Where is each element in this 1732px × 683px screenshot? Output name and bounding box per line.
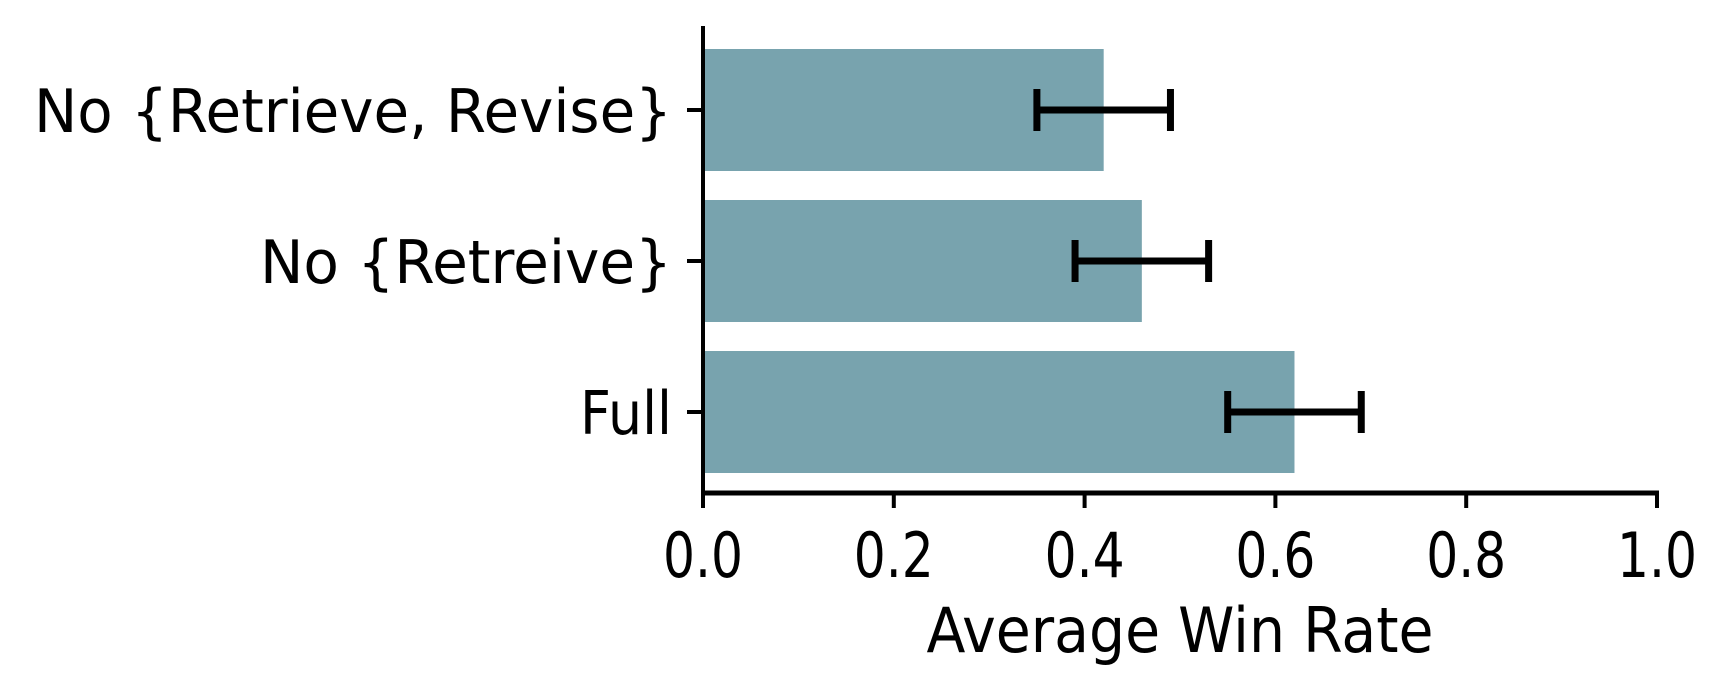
x-axis-title: Average Win Rate <box>927 594 1434 667</box>
y-tick-label: No {Retrieve, Revise} <box>34 77 672 147</box>
x-tick-label: 0.2 <box>854 519 934 592</box>
x-tick-label: 0.0 <box>663 519 743 592</box>
y-tick-label: Full <box>580 379 672 449</box>
bar <box>703 351 1295 473</box>
x-tick-label: 0.4 <box>1045 519 1125 592</box>
y-tick-label: No {Retreive} <box>260 228 672 298</box>
bar <box>703 200 1142 322</box>
x-tick-label: 0.8 <box>1426 519 1506 592</box>
x-tick-label: 0.6 <box>1235 519 1315 592</box>
x-tick-label: 1.0 <box>1617 519 1697 592</box>
